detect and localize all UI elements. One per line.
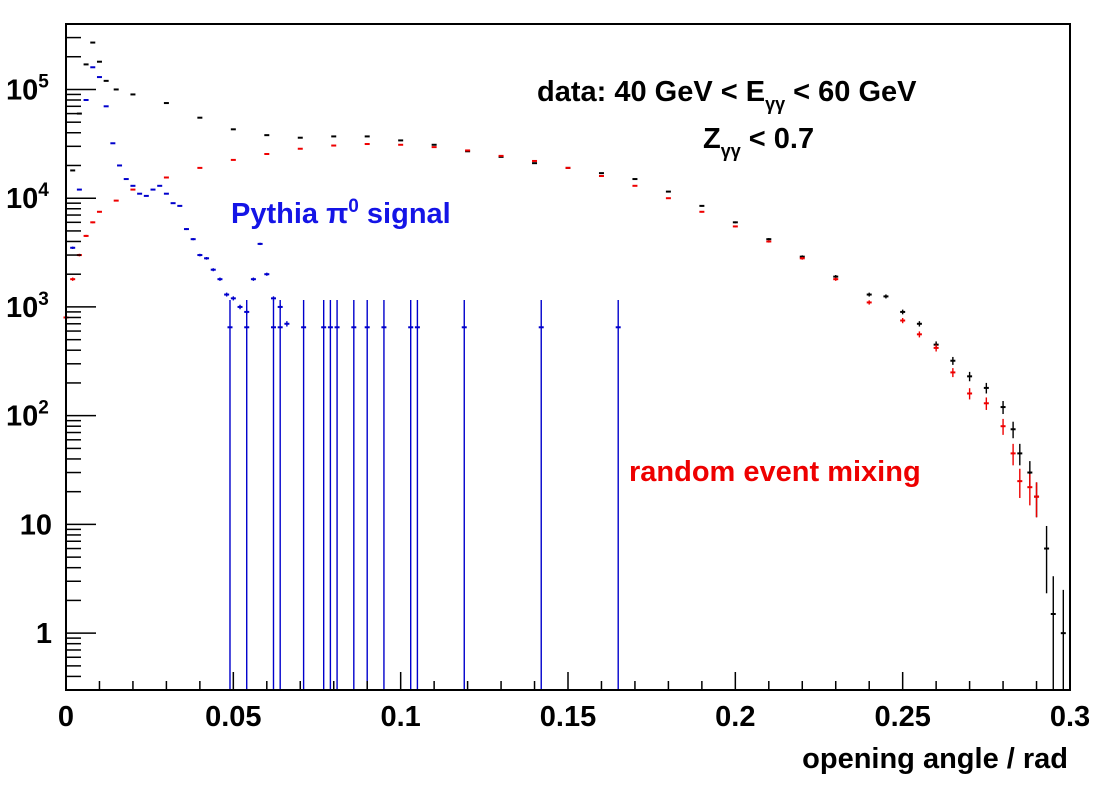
x-tick-label: 0.3 (1050, 701, 1090, 733)
y-tick-label: 102 (6, 398, 49, 433)
z-cut-label-main: Z (703, 123, 721, 155)
z-cut-label-end: < 0.7 (741, 123, 814, 155)
y-tick-exponent: 5 (38, 71, 49, 92)
pythia-signal-label-sup: 0 (348, 196, 359, 217)
single-count-bins (227, 300, 621, 690)
y-tick-label: 103 (6, 289, 49, 324)
y-tick-exponent: 2 (38, 398, 49, 419)
x-tick-label: 0.25 (874, 701, 930, 733)
series-2 (70, 66, 290, 327)
pythia-signal-label-main: Pythia π (231, 198, 348, 230)
x-tick-label: 0.2 (715, 701, 755, 733)
y-tick-mantissa: 10 (6, 292, 38, 324)
data-cut-label-sub: γγ (765, 94, 785, 114)
y-tick-mantissa: 10 (6, 74, 38, 106)
y-tick-label: 105 (6, 71, 49, 106)
x-axis: 0 0.05 0.1 0.15 0.2 0.25 0.3 (58, 672, 1090, 733)
x-tick-label: 0.15 (540, 701, 596, 733)
series-1 (63, 143, 1040, 518)
y-tick-exponent: 3 (38, 289, 49, 310)
y-tick-mantissa: 10 (6, 401, 38, 433)
plot-frame (65, 23, 1071, 691)
data-cut-label-main: data: 40 GeV < E (537, 76, 765, 108)
y-tick-label: 104 (6, 180, 49, 215)
data-cut-label: data: 40 GeV < Eγγ < 60 GeV (537, 76, 917, 114)
pythia-signal-label-end: signal (359, 198, 451, 230)
x-tick-label: 0 (58, 701, 74, 733)
plot-marks (63, 41, 1066, 690)
event-mixing-label: random event mixing (629, 456, 921, 488)
z-cut-label: Zγγ < 0.7 (703, 123, 814, 161)
x-axis-title: opening angle / rad (802, 743, 1068, 775)
y-tick-label: 10 (20, 509, 52, 541)
y-tick-label: 1 (36, 618, 52, 650)
pythia-signal-label: Pythia π0 signal (231, 196, 451, 230)
y-tick-mantissa: 10 (6, 183, 38, 215)
series-0 (70, 41, 1066, 690)
x-tick-label: 0.1 (381, 701, 421, 733)
data-cut-label-end: < 60 GeV (785, 76, 917, 108)
x-tick-label: 0.05 (205, 701, 261, 733)
y-tick-exponent: 4 (38, 180, 49, 201)
z-cut-label-sub: γγ (721, 141, 741, 161)
